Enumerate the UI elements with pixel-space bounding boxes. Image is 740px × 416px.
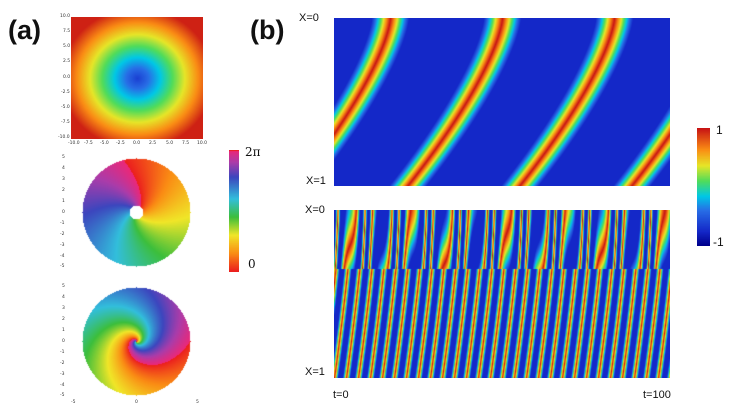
xtick: -2.5 <box>116 141 125 146</box>
xtick: 7.5 <box>182 141 190 146</box>
ytick: 5.0 <box>63 44 71 49</box>
xtick: 10.0 <box>197 141 208 146</box>
xtick: 5 <box>196 400 199 405</box>
xtick: -5 <box>71 400 76 405</box>
ytick: 4 <box>62 295 65 300</box>
ytick: -1 <box>60 350 65 355</box>
ytick: 7.5 <box>63 29 71 34</box>
ytick: -2 <box>60 232 65 237</box>
ytick: 10.0 <box>60 14 71 19</box>
ytick: -4 <box>60 383 65 388</box>
ytick: 1 <box>62 328 65 333</box>
ytick: 2 <box>62 317 65 322</box>
heatmap-bottom-y-bottom: X=1 <box>305 366 325 378</box>
ytick: 2.5 <box>63 59 71 64</box>
value-colorbar <box>697 128 710 246</box>
heatmap-top-y-top: X=0 <box>299 12 319 24</box>
ytick: -5.0 <box>61 105 70 110</box>
xtick: -5.0 <box>100 141 109 146</box>
heatmap-bottom <box>334 210 670 378</box>
value-colorbar-min: -1 <box>713 235 724 249</box>
ytick: -3 <box>60 372 65 377</box>
heatmap-top-y-bottom: X=1 <box>306 175 326 187</box>
ytick: 0.0 <box>63 75 71 80</box>
ytick: -2 <box>60 361 65 366</box>
ytick: -7.5 <box>61 120 70 125</box>
xtick: -7.5 <box>84 141 93 146</box>
ytick: 0 <box>62 210 65 215</box>
ytick: 5 <box>62 284 65 289</box>
ytick: 0 <box>62 339 65 344</box>
phase-map-spiral <box>68 156 204 268</box>
phase-colorbar <box>229 150 239 272</box>
heatmap-bottom-x-left: t=0 <box>333 389 349 401</box>
ytick: -10.0 <box>58 135 70 140</box>
ytick: 4 <box>62 166 65 171</box>
ytick: -5 <box>60 264 65 269</box>
xtick: 0 <box>135 400 138 405</box>
amplitude-map <box>71 17 203 139</box>
heatmap-top <box>334 18 670 186</box>
phase-colorbar-min: 0 <box>248 257 256 271</box>
ytick: 1 <box>62 199 65 204</box>
ytick: -4 <box>60 254 65 259</box>
xtick: 5.0 <box>166 141 174 146</box>
value-colorbar-max: 1 <box>716 123 723 137</box>
phase-map-spiral-core <box>68 285 204 397</box>
ytick: -1 <box>60 221 65 226</box>
xtick: 2.5 <box>149 141 157 146</box>
ytick: 3 <box>62 306 65 311</box>
panel-a-label: (a) <box>8 15 41 45</box>
xtick: -10.0 <box>68 141 80 146</box>
heatmap-bottom-y-top: X=0 <box>305 204 325 216</box>
panel-b-label: (b) <box>250 15 285 45</box>
ytick: 2 <box>62 188 65 193</box>
xtick: 0.0 <box>133 141 141 146</box>
ytick: -5 <box>60 393 65 398</box>
ytick: 5 <box>62 155 65 160</box>
ytick: -3 <box>60 243 65 248</box>
phase-colorbar-max: 2π <box>245 145 261 159</box>
ytick: -2.5 <box>61 90 70 95</box>
ytick: 3 <box>62 177 65 182</box>
heatmap-bottom-x-right: t=100 <box>643 389 671 401</box>
